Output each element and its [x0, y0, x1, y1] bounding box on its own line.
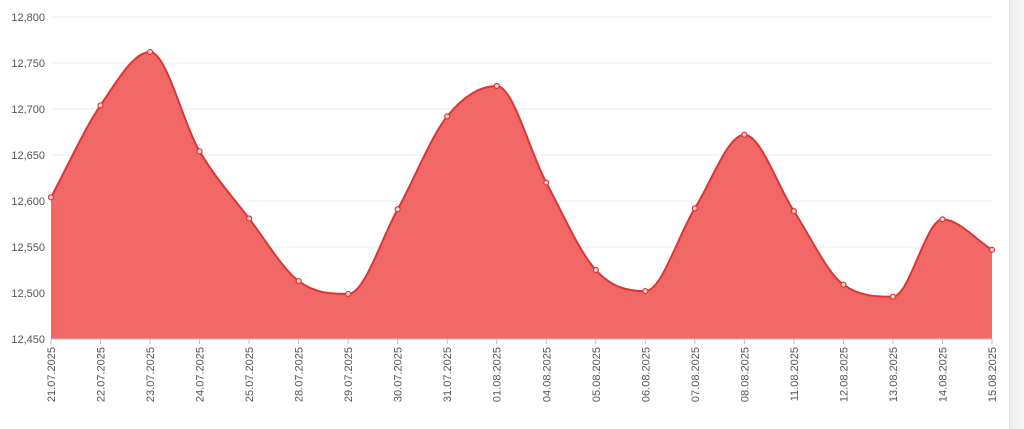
x-axis-tick-labels: 21.07.2025 22.07.2025 23.07.2025 24.07.2025… — [46, 339, 999, 402]
x-tick-label: 15.08.2025 — [987, 347, 999, 402]
data-point[interactable] — [295, 277, 302, 285]
data-point[interactable] — [988, 246, 996, 253]
y-tick-label: 12,700 — [11, 104, 45, 116]
x-tick-label: 08.08.2025 — [739, 347, 751, 402]
data-point[interactable] — [691, 205, 698, 212]
data-point[interactable] — [196, 148, 203, 155]
x-tick-label: 29.07.2025 — [343, 347, 355, 402]
x-tick-label: 24.07.2025 — [195, 347, 207, 402]
x-tick-label: 01.08.2025 — [492, 347, 504, 402]
x-tick-label: 23.07.2025 — [145, 347, 157, 402]
x-tick-label: 12.08.2025 — [838, 347, 850, 402]
window-edge — [1009, 0, 1024, 429]
data-point[interactable] — [146, 48, 154, 56]
x-tick-label: 28.07.2025 — [294, 347, 306, 402]
data-point[interactable] — [840, 281, 847, 288]
x-tick-label: 07.08.2025 — [690, 347, 702, 402]
y-tick-label: 12,750 — [11, 58, 45, 70]
x-tick-label: 21.07.2025 — [46, 347, 58, 402]
y-tick-label: 12,800 — [11, 12, 45, 24]
x-tick-label: 22.07.2025 — [96, 347, 108, 402]
x-tick-label: 04.08.2025 — [541, 347, 553, 402]
data-point[interactable] — [939, 216, 946, 223]
data-point[interactable] — [642, 288, 649, 295]
data-point[interactable] — [246, 215, 253, 222]
y-tick-label: 12,500 — [11, 288, 45, 300]
data-point[interactable] — [543, 179, 550, 186]
data-point[interactable] — [444, 113, 451, 120]
data-point[interactable] — [345, 290, 352, 298]
y-axis-tick-labels: 12,450 12,500 12,550 12,600 12,650 12,700 12,7… — [11, 12, 45, 346]
x-tick-label: 14.08.2025 — [937, 347, 949, 402]
y-tick-label: 12,450 — [11, 334, 45, 346]
data-point[interactable] — [394, 206, 401, 213]
x-tick-label: 31.07.2025 — [442, 347, 454, 402]
data-point[interactable] — [493, 82, 500, 90]
x-tick-label: 25.07.2025 — [244, 347, 256, 402]
data-point[interactable] — [741, 131, 748, 138]
data-point-markers — [47, 48, 996, 300]
y-tick-label: 12,600 — [11, 196, 45, 208]
y-tick-label: 12,550 — [11, 242, 45, 254]
data-point[interactable] — [790, 208, 797, 215]
x-tick-label: 30.07.2025 — [393, 347, 405, 402]
data-point[interactable] — [592, 266, 599, 274]
data-point[interactable] — [97, 102, 104, 109]
x-tick-label: 06.08.2025 — [640, 347, 652, 402]
data-point[interactable] — [47, 194, 55, 201]
x-tick-label: 11.08.2025 — [789, 347, 801, 401]
x-tick-label: 05.08.2025 — [591, 347, 603, 402]
data-point[interactable] — [889, 293, 897, 300]
x-tick-label: 13.08.2025 — [888, 347, 900, 402]
y-tick-label: 12,650 — [11, 150, 45, 162]
area-fill — [51, 51, 992, 340]
